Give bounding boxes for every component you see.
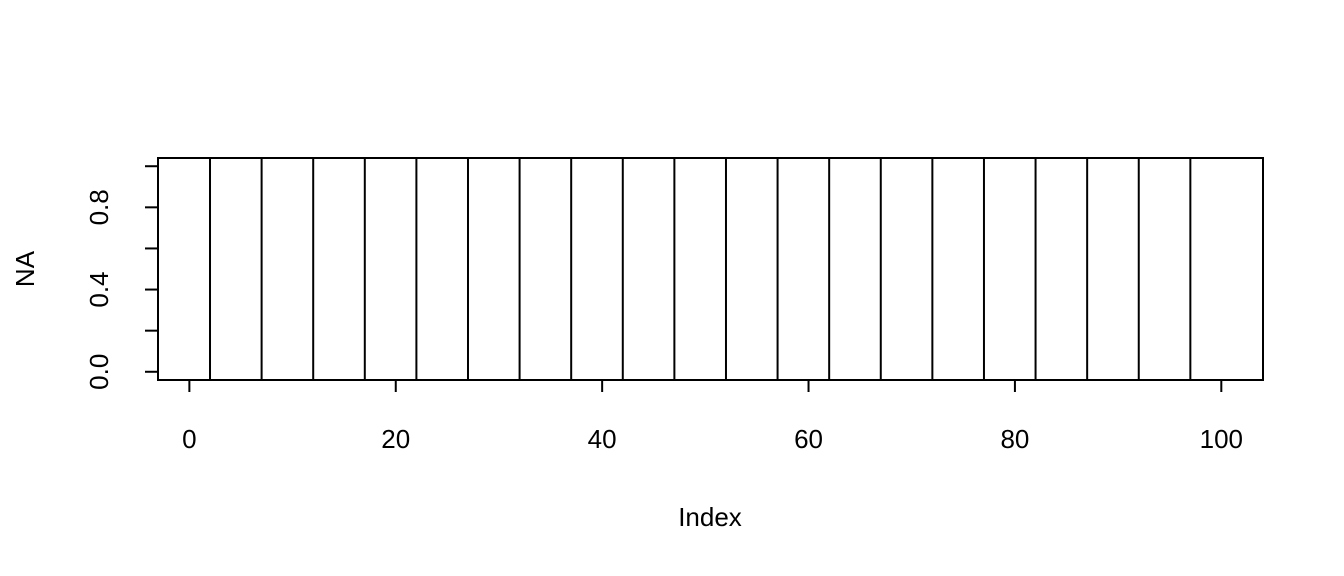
vertical-lines [209,158,1192,380]
y-tick-label-2: 0.8 [84,189,114,225]
x-tick-label-3: 60 [794,424,823,454]
x-tick-label-5: 100 [1200,424,1243,454]
y-axis: 0.0 0.4 0.8 [84,165,159,390]
x-tick-label-1: 20 [381,424,410,454]
y-tick-label-0: 0.0 [84,354,114,390]
x-axis: 0 20 40 60 80 100 [182,379,1243,454]
y-tick-label-1: 0.4 [84,271,114,307]
x-axis-label: Index [678,502,742,532]
x-tick-label-2: 40 [588,424,617,454]
x-tick-label-0: 0 [182,424,196,454]
y-axis-label: NA [10,250,40,287]
x-tick-label-4: 80 [1000,424,1029,454]
plot-box [157,157,1264,381]
